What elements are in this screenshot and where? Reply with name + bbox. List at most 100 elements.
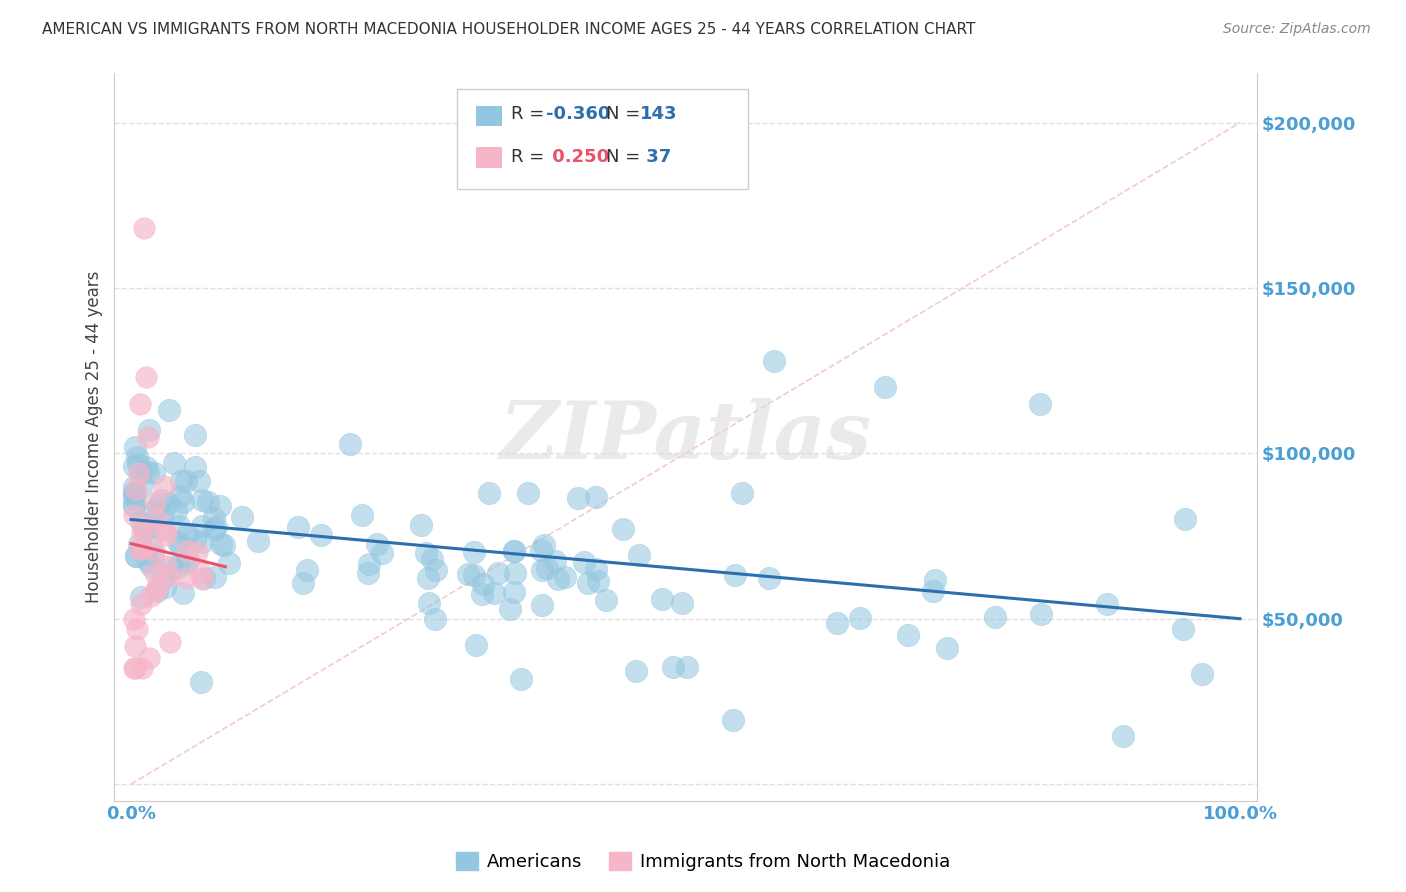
- Immigrants from North Macedonia: [124, 639, 146, 653]
- Americans: [763, 353, 786, 368]
- Americans: [131, 477, 153, 491]
- Immigrants from North Macedonia: [125, 622, 148, 636]
- Americans: [129, 465, 152, 479]
- Americans: [170, 539, 193, 553]
- Text: N =: N =: [606, 148, 645, 166]
- Americans: [169, 489, 191, 503]
- Immigrants from North Macedonia: [186, 545, 208, 559]
- Americans: [156, 495, 179, 509]
- Americans: [291, 576, 314, 591]
- Americans: [463, 568, 485, 582]
- Americans: [190, 675, 212, 690]
- Americans: [152, 507, 174, 521]
- Text: R =: R =: [510, 148, 550, 166]
- Americans: [139, 539, 162, 553]
- Americans: [170, 475, 193, 489]
- Americans: [471, 587, 494, 601]
- Americans: [472, 577, 495, 591]
- Americans: [127, 450, 149, 464]
- Americans: [585, 490, 607, 504]
- Americans: [176, 556, 198, 570]
- Immigrants from North Macedonia: [135, 370, 157, 384]
- Americans: [588, 574, 610, 588]
- Americans: [721, 713, 744, 727]
- Americans: [157, 402, 180, 417]
- Americans: [176, 527, 198, 541]
- Immigrants from North Macedonia: [132, 519, 155, 533]
- Americans: [202, 511, 225, 525]
- Immigrants from North Macedonia: [124, 661, 146, 675]
- Text: -0.360: -0.360: [546, 105, 610, 123]
- Legend: Americans, Immigrants from North Macedonia: Americans, Immigrants from North Macedon…: [449, 845, 957, 879]
- Americans: [208, 499, 231, 513]
- Americans: [576, 575, 599, 590]
- Immigrants from North Macedonia: [159, 635, 181, 649]
- Americans: [676, 660, 699, 674]
- Americans: [924, 573, 946, 587]
- Americans: [188, 474, 211, 488]
- Americans: [420, 552, 443, 566]
- Text: AMERICAN VS IMMIGRANTS FROM NORTH MACEDONIA HOUSEHOLDER INCOME AGES 25 - 44 YEAR: AMERICAN VS IMMIGRANTS FROM NORTH MACEDO…: [42, 22, 976, 37]
- Text: 0.250: 0.250: [546, 148, 609, 166]
- Americans: [366, 537, 388, 551]
- Americans: [849, 611, 872, 625]
- Americans: [193, 571, 215, 585]
- Americans: [547, 572, 569, 586]
- Americans: [135, 460, 157, 475]
- Text: Source: ZipAtlas.com: Source: ZipAtlas.com: [1223, 22, 1371, 37]
- Immigrants from North Macedonia: [138, 651, 160, 665]
- Americans: [177, 553, 200, 567]
- Americans: [145, 584, 167, 599]
- Immigrants from North Macedonia: [124, 508, 146, 522]
- Americans: [124, 487, 146, 501]
- Americans: [1112, 729, 1135, 743]
- Text: 37: 37: [640, 148, 671, 166]
- Americans: [172, 495, 194, 509]
- Americans: [626, 664, 648, 678]
- Americans: [124, 480, 146, 494]
- Immigrants from North Macedonia: [134, 221, 156, 235]
- Americans: [531, 563, 554, 577]
- Americans: [191, 492, 214, 507]
- Americans: [153, 580, 176, 594]
- Text: N =: N =: [606, 105, 645, 123]
- Immigrants from North Macedonia: [131, 661, 153, 675]
- Americans: [204, 569, 226, 583]
- Americans: [153, 569, 176, 583]
- Americans: [183, 459, 205, 474]
- Americans: [172, 586, 194, 600]
- FancyBboxPatch shape: [477, 106, 502, 126]
- Text: ZIPatlas: ZIPatlas: [499, 398, 872, 475]
- Americans: [463, 545, 485, 559]
- Immigrants from North Macedonia: [136, 430, 159, 444]
- Immigrants from North Macedonia: [143, 543, 166, 558]
- Americans: [554, 570, 576, 584]
- Americans: [124, 500, 146, 514]
- Immigrants from North Macedonia: [174, 571, 197, 585]
- Americans: [124, 486, 146, 500]
- Americans: [1095, 597, 1118, 611]
- Americans: [595, 592, 617, 607]
- Americans: [311, 528, 333, 542]
- Americans: [124, 459, 146, 474]
- Americans: [212, 537, 235, 551]
- Americans: [287, 520, 309, 534]
- Americans: [124, 498, 146, 512]
- Americans: [1173, 512, 1195, 526]
- Americans: [457, 567, 479, 582]
- Americans: [124, 549, 146, 563]
- Americans: [567, 491, 589, 506]
- Immigrants from North Macedonia: [145, 566, 167, 580]
- Americans: [731, 486, 754, 500]
- Americans: [131, 515, 153, 529]
- Americans: [295, 563, 318, 577]
- Americans: [183, 533, 205, 548]
- Americans: [531, 599, 554, 613]
- Immigrants from North Macedonia: [128, 467, 150, 481]
- Immigrants from North Macedonia: [124, 612, 146, 626]
- Americans: [897, 628, 920, 642]
- Americans: [138, 554, 160, 568]
- Americans: [218, 556, 240, 570]
- Americans: [124, 440, 146, 454]
- Americans: [127, 457, 149, 471]
